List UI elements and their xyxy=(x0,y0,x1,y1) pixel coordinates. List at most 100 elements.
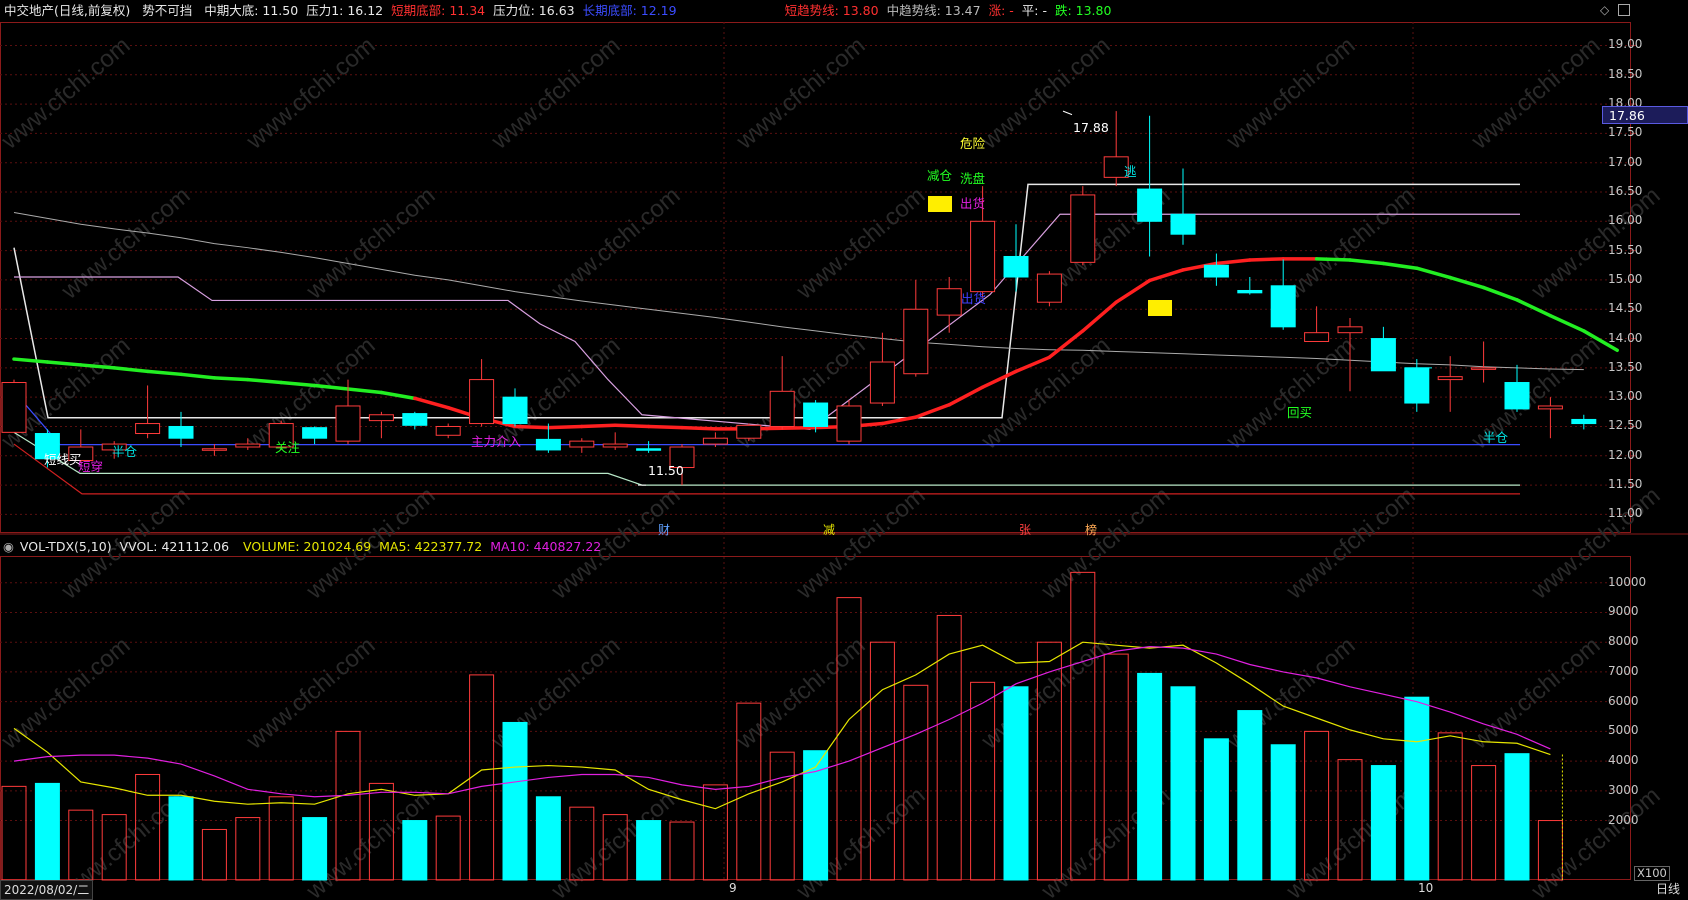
candle[interactable] xyxy=(535,423,561,453)
candle[interactable] xyxy=(1070,186,1096,266)
candle[interactable] xyxy=(1270,259,1296,330)
volume-bar[interactable] xyxy=(535,796,561,881)
candle[interactable] xyxy=(1571,414,1597,430)
candle[interactable] xyxy=(1370,326,1396,372)
volume-bar[interactable] xyxy=(335,730,361,881)
candle[interactable] xyxy=(1237,277,1263,295)
candle[interactable] xyxy=(1103,111,1129,187)
volume-bar[interactable] xyxy=(1170,686,1196,881)
volume-bar[interactable] xyxy=(402,820,428,881)
volume-bar[interactable] xyxy=(1304,730,1330,881)
candle[interactable] xyxy=(201,444,227,456)
candle[interactable] xyxy=(936,277,962,333)
volume-bar[interactable] xyxy=(168,796,194,881)
volume-bar[interactable] xyxy=(736,702,762,881)
volume-bar[interactable] xyxy=(1370,765,1396,881)
volume-bar[interactable] xyxy=(268,796,294,881)
candle[interactable] xyxy=(1337,318,1363,392)
volume-bar[interactable] xyxy=(669,821,695,881)
volume-bar[interactable] xyxy=(1237,710,1263,881)
candle[interactable] xyxy=(836,400,862,445)
maximize-icon[interactable] xyxy=(1618,4,1630,16)
volume-bar[interactable] xyxy=(702,784,728,881)
candle[interactable] xyxy=(502,388,528,427)
candle[interactable] xyxy=(168,411,194,447)
volume-bar[interactable] xyxy=(903,684,929,881)
volume-bar[interactable] xyxy=(1,785,27,881)
candle[interactable] xyxy=(435,423,461,439)
candle[interactable] xyxy=(34,429,60,468)
volume-bar[interactable] xyxy=(836,597,862,881)
candle[interactable] xyxy=(335,379,361,445)
candle[interactable] xyxy=(101,441,127,459)
volume-bar[interactable] xyxy=(1270,744,1296,881)
candle[interactable] xyxy=(402,411,428,430)
diamond-icon[interactable]: ◇ xyxy=(1600,3,1610,17)
period-button[interactable]: 日线 xyxy=(1655,882,1680,896)
candle[interactable] xyxy=(1203,253,1229,286)
volume-bar[interactable] xyxy=(101,814,127,881)
candle[interactable] xyxy=(1003,224,1029,292)
volume-bar[interactable] xyxy=(936,614,962,881)
candle[interactable] xyxy=(1137,115,1163,257)
candle[interactable] xyxy=(669,444,695,486)
volume-bar[interactable] xyxy=(435,815,461,881)
candle[interactable] xyxy=(469,359,495,427)
candle[interactable] xyxy=(602,432,628,450)
volume-bar[interactable] xyxy=(1471,765,1497,881)
volume-bar[interactable] xyxy=(769,751,795,881)
event-marker-finance[interactable]: 财 xyxy=(658,523,671,537)
volume-bar[interactable] xyxy=(1537,820,1563,881)
event-marker-list[interactable]: 榜 xyxy=(1085,523,1098,537)
candle[interactable] xyxy=(1036,271,1062,307)
volume-bar[interactable] xyxy=(368,782,394,881)
volume-bar[interactable] xyxy=(869,641,895,881)
candle[interactable] xyxy=(569,438,595,453)
volume-settings-icon[interactable]: ◉ xyxy=(3,539,14,554)
event-marker-reduce[interactable]: 减 xyxy=(823,523,836,537)
candle[interactable] xyxy=(803,400,829,433)
candle[interactable] xyxy=(135,385,161,439)
candle[interactable] xyxy=(702,432,728,447)
candle[interactable] xyxy=(869,332,895,406)
candle[interactable] xyxy=(268,420,294,450)
volume-bar[interactable] xyxy=(135,773,161,881)
volume-bar[interactable] xyxy=(1070,571,1096,881)
volume-bar[interactable] xyxy=(1337,759,1363,881)
candle[interactable] xyxy=(769,356,795,430)
volume-bar[interactable] xyxy=(1504,753,1530,881)
candle[interactable] xyxy=(235,438,261,450)
volume-bar[interactable] xyxy=(34,782,60,881)
volume-bar[interactable] xyxy=(302,817,328,881)
volume-indicator-name[interactable]: VOL-TDX(5,10) xyxy=(19,539,112,554)
volume-bar[interactable] xyxy=(1203,738,1229,881)
candle[interactable] xyxy=(1437,356,1463,412)
candle[interactable] xyxy=(1170,168,1196,245)
volume-bar[interactable] xyxy=(1437,732,1463,881)
volume-bar[interactable] xyxy=(569,806,595,881)
volume-bar[interactable] xyxy=(602,814,628,881)
volume-bar[interactable] xyxy=(1036,641,1062,881)
candle[interactable] xyxy=(1,379,27,433)
candle[interactable] xyxy=(368,411,394,439)
volume-bar[interactable] xyxy=(1003,686,1029,881)
volume-bar[interactable] xyxy=(235,817,261,881)
candle[interactable] xyxy=(970,186,996,298)
candle[interactable] xyxy=(1304,306,1330,342)
volume-bar[interactable] xyxy=(469,674,495,881)
volume-bar[interactable] xyxy=(1404,696,1430,881)
candle[interactable] xyxy=(903,279,929,377)
candle[interactable] xyxy=(736,423,762,442)
volume-bar[interactable] xyxy=(502,721,528,881)
candle[interactable] xyxy=(302,426,328,445)
candle[interactable] xyxy=(636,441,662,453)
volume-bar[interactable] xyxy=(803,750,829,881)
stock-title[interactable]: 中交地产(日线,前复权) xyxy=(4,3,131,18)
volume-bar[interactable] xyxy=(1103,653,1129,881)
volume-bar[interactable] xyxy=(201,828,227,881)
candle[interactable] xyxy=(1537,397,1563,439)
candle[interactable] xyxy=(68,429,94,463)
volume-bar[interactable] xyxy=(1137,672,1163,881)
indicator-name[interactable]: 势不可挡 xyxy=(142,3,193,18)
